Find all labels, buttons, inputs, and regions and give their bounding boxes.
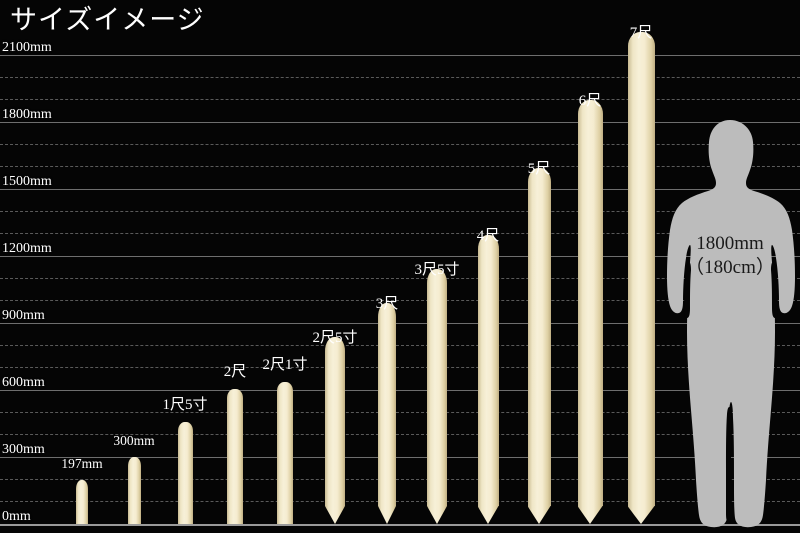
gridline-major — [0, 390, 800, 391]
human-height-mm: 1800mm — [696, 233, 764, 254]
gridline-major — [0, 189, 800, 190]
y-axis-label: 1800mm — [2, 107, 52, 122]
bar-label-7: 3尺 — [375, 295, 399, 312]
gridline-minor — [0, 278, 800, 279]
bar-tip — [378, 506, 396, 524]
gridline-major — [0, 122, 800, 123]
y-axis-label: 1200mm — [2, 241, 52, 256]
bar-9 — [477, 235, 499, 524]
gridline-minor — [0, 501, 800, 502]
gridline-minor — [0, 99, 800, 100]
bar-label-2: 300mm — [113, 433, 155, 448]
bar-label-5: 2尺1寸 — [262, 356, 308, 373]
bar-7 — [378, 303, 396, 524]
gridline-minor — [0, 434, 800, 435]
gridline-minor — [0, 233, 800, 234]
bar-4 — [227, 388, 243, 524]
gridline-major — [0, 55, 800, 56]
gridline-minor — [0, 300, 800, 301]
bar-tip — [627, 506, 655, 524]
bar-label-6: 2尺5寸 — [312, 329, 358, 346]
bar-tip — [427, 506, 447, 524]
gridline-minor — [0, 479, 800, 480]
x-axis-baseline — [0, 524, 800, 526]
bar-3 — [177, 422, 193, 524]
bar-tip — [527, 506, 551, 524]
bar-5 — [277, 381, 293, 524]
gridline-major — [0, 323, 800, 324]
bar-label-10: 5尺 — [527, 160, 551, 177]
gridline-minor — [0, 345, 800, 346]
bar-label-4: 2尺 — [223, 363, 247, 380]
gridline-minor — [0, 166, 800, 167]
gridline-minor — [0, 77, 800, 78]
bar-12 — [627, 32, 655, 524]
bar-tip — [325, 506, 345, 524]
bar-label-9: 4尺 — [476, 228, 500, 245]
gridline-minor — [0, 211, 800, 212]
gridline-major — [0, 457, 800, 458]
bar-1 — [76, 480, 88, 524]
bar-tip — [477, 506, 499, 524]
bar-tip — [577, 506, 603, 524]
bar-label-3: 1尺5寸 — [162, 397, 208, 414]
human-silhouette-icon — [667, 120, 795, 528]
y-axis-label: 600mm — [2, 375, 45, 390]
human-silhouette — [664, 118, 796, 530]
y-axis-label: 900mm — [2, 308, 45, 323]
bar-2 — [127, 457, 141, 524]
bar-10 — [527, 167, 551, 524]
bar-11 — [577, 99, 603, 524]
bar-6 — [325, 336, 345, 524]
y-axis-label: 2100mm — [2, 40, 52, 55]
gridline-major — [0, 256, 800, 257]
y-axis-label: 0mm — [2, 509, 31, 524]
human-height-label: 1800mm （180cm） — [664, 232, 796, 280]
bar-label-1: 197mm — [61, 456, 103, 471]
bar-label-8: 3尺5寸 — [414, 262, 460, 279]
gridline-minor — [0, 412, 800, 413]
y-axis-label: 300mm — [2, 442, 45, 457]
bar-label-11: 6尺 — [578, 92, 602, 109]
gridline-minor — [0, 144, 800, 145]
y-axis-label: 1500mm — [2, 174, 52, 189]
bar-label-12: 7尺 — [629, 25, 653, 42]
human-height-cm: （180cm） — [685, 257, 775, 278]
page-title: サイズイメージ — [10, 5, 205, 35]
bar-8 — [427, 269, 447, 524]
gridline-minor — [0, 367, 800, 368]
